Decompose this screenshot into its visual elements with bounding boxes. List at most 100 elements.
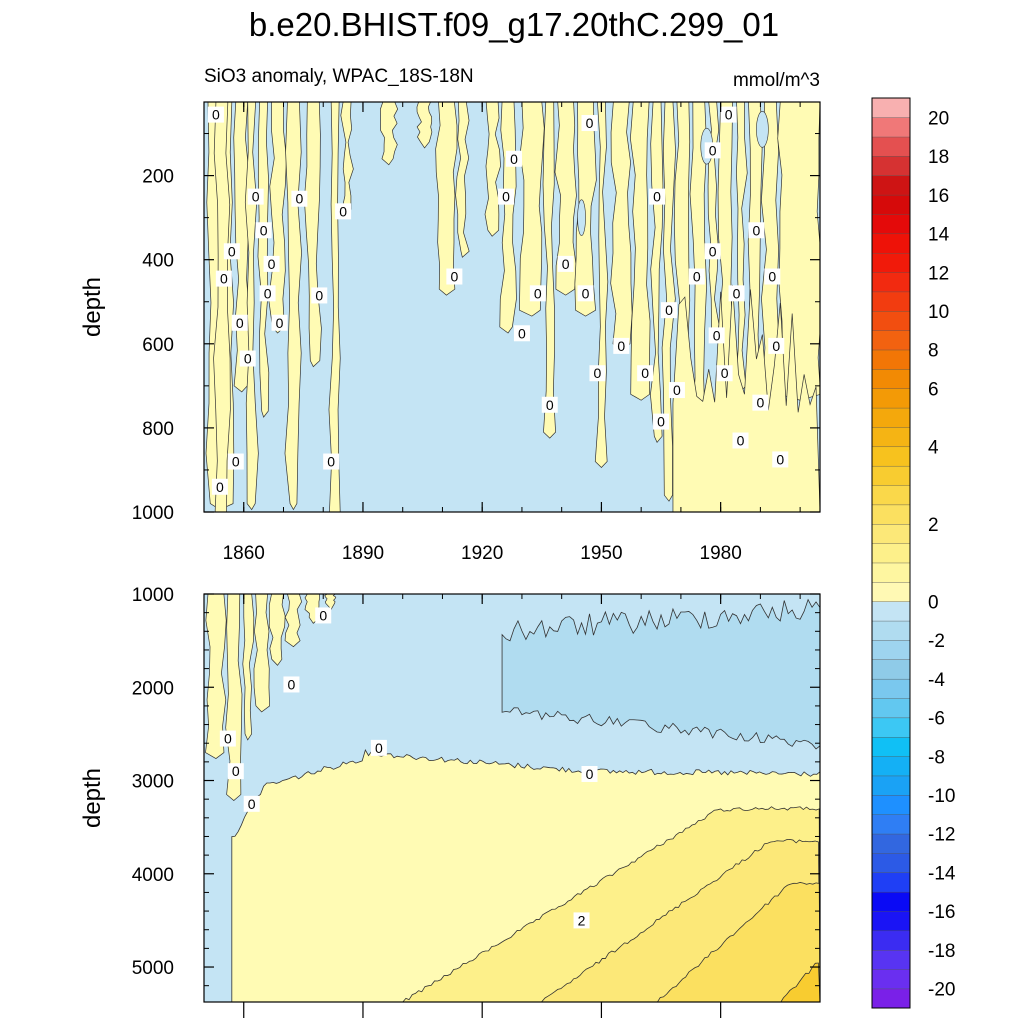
upper-positive-region bbox=[416, 102, 433, 149]
colorbar-swatch bbox=[871, 465, 911, 486]
colorbar-swatch bbox=[871, 717, 911, 738]
contour-label: 0 bbox=[776, 451, 784, 467]
colorbar-tick-label: 10 bbox=[928, 302, 949, 323]
contour-label: 0 bbox=[315, 287, 323, 303]
contour-label-bg bbox=[704, 243, 721, 260]
colorbar-swatch bbox=[871, 756, 911, 777]
x-tick-label: 1950 bbox=[580, 543, 622, 564]
colorbar-tick-label: -20 bbox=[928, 980, 955, 1001]
upper-panel: 0 0 0 0 0 0 0 0 0 0 0 0 0 0 0 0 0 0 0 0 0 0 0 0 0 0 0 0 0 0 0 0 0 0 0 0 0 0 0 0… bbox=[79, 101, 821, 564]
contour-label: 0 bbox=[768, 269, 776, 285]
contour-label-bg bbox=[764, 268, 781, 285]
contour-label-bg bbox=[271, 314, 288, 331]
contour-label-bg bbox=[219, 730, 236, 747]
contour-label-bg bbox=[613, 337, 630, 354]
y-tick-label: 200 bbox=[142, 167, 174, 188]
contour-label-bg bbox=[283, 676, 300, 693]
contour-label: 0 bbox=[339, 203, 347, 219]
colorbar-swatch bbox=[871, 852, 911, 873]
contour-label: 0 bbox=[693, 269, 701, 285]
contour-label: 0 bbox=[450, 269, 458, 285]
contour-label-bg bbox=[211, 478, 228, 495]
contour-label: 0 bbox=[268, 256, 276, 272]
contour-label: 0 bbox=[502, 189, 510, 205]
colorbar-swatch bbox=[871, 698, 911, 719]
contour-label-bg bbox=[581, 765, 598, 782]
contour-label: 0 bbox=[582, 285, 590, 301]
contour-label: 0 bbox=[586, 115, 594, 131]
contour-label: 0 bbox=[721, 365, 729, 381]
colorbar-tick-label: 18 bbox=[928, 147, 949, 168]
contour-label: 0 bbox=[244, 351, 252, 367]
contour-label: 0 bbox=[375, 740, 383, 756]
contour-label: 0 bbox=[276, 315, 284, 331]
colorbar: -20-18-16-14-12-10-8-6-4-202468101214161… bbox=[871, 97, 956, 1009]
chart-title: b.e20.BHIST.f09_g17.20thC.299_01 bbox=[249, 6, 779, 43]
contour-label-bg bbox=[259, 285, 276, 302]
contour-label-bg bbox=[704, 142, 721, 159]
colorbar-tick-label: 4 bbox=[928, 438, 939, 459]
contour-label-bg bbox=[239, 350, 256, 367]
contour-label-bg bbox=[768, 337, 785, 354]
lower-panel-frame bbox=[203, 593, 821, 1003]
contour-label: 0 bbox=[594, 365, 602, 381]
colorbar-swatch bbox=[871, 97, 911, 118]
y-tick-label: 2000 bbox=[132, 678, 174, 699]
colorbar-swatch bbox=[871, 910, 911, 932]
contour-label: 0 bbox=[673, 382, 681, 398]
colorbar-swatch bbox=[871, 891, 911, 912]
contour-label-bg bbox=[772, 451, 789, 468]
colorbar-swatch bbox=[871, 272, 911, 293]
upper-negative-pocket bbox=[756, 111, 769, 148]
contour-label-bg bbox=[728, 285, 745, 302]
contour-label: 0 bbox=[657, 414, 665, 430]
colorbar-tick-label: 2 bbox=[928, 515, 939, 536]
colorbar-tick-label: -14 bbox=[928, 863, 956, 884]
lower-positive-spike bbox=[324, 594, 337, 610]
contour-label: 0 bbox=[756, 395, 764, 411]
contour-label-bg bbox=[557, 255, 574, 272]
y-tick-label: 800 bbox=[142, 419, 174, 440]
contour-label-bg bbox=[255, 222, 272, 239]
upper-positive-region bbox=[630, 102, 651, 401]
colorbar-tick-label: -18 bbox=[928, 941, 955, 962]
y-tick-label: 4000 bbox=[132, 865, 174, 886]
colorbar-frame bbox=[871, 97, 911, 1009]
upper-positive-region bbox=[519, 102, 545, 317]
contour-label: 0 bbox=[252, 189, 260, 205]
upper-panel-frame bbox=[203, 101, 821, 513]
contour-label-bg bbox=[541, 396, 558, 413]
upper-positive-region bbox=[435, 102, 458, 296]
colorbar-swatch bbox=[871, 485, 911, 506]
upper-contour-fields: 0 0 0 0 0 0 0 0 0 0 0 0 0 0 0 0 0 0 0 0 0 0 0 0 0 0 0 0 0 0 0 0 0 0 0 0 0 0 0 0… bbox=[205, 102, 820, 512]
contour-label-bg bbox=[708, 327, 725, 344]
colorbar-tick-label: 0 bbox=[928, 592, 939, 613]
contour-label-bg bbox=[231, 314, 248, 331]
contour-label: 0 bbox=[510, 151, 518, 167]
colorbar-swatch bbox=[871, 233, 911, 254]
contour-label: 0 bbox=[236, 315, 244, 331]
colorbar-swatch bbox=[871, 291, 911, 312]
contour-label-bg bbox=[498, 188, 515, 205]
contour-label-bg bbox=[732, 432, 749, 449]
contour-label-bg bbox=[263, 255, 280, 272]
colorbar-swatch bbox=[871, 136, 911, 157]
contour-label: 0 bbox=[709, 243, 717, 259]
colorbar-swatch bbox=[871, 639, 911, 660]
contour-label: 0 bbox=[641, 365, 649, 381]
lower-positive-spike bbox=[205, 594, 227, 759]
colorbar-swatch bbox=[871, 794, 911, 815]
colorbar-swatch bbox=[871, 504, 911, 525]
contour-label-bg bbox=[716, 365, 733, 382]
colorbar-swatch bbox=[871, 988, 911, 1009]
contour-label: 0 bbox=[248, 796, 256, 812]
contour-label: 0 bbox=[518, 325, 526, 341]
contour-label: 0 bbox=[653, 189, 661, 205]
contour-label: 0 bbox=[725, 107, 733, 123]
contour-label: 0 bbox=[220, 271, 228, 287]
contour-label: 0 bbox=[665, 302, 673, 318]
contour-label-bg bbox=[505, 150, 522, 167]
colorbar-swatch bbox=[871, 659, 911, 680]
